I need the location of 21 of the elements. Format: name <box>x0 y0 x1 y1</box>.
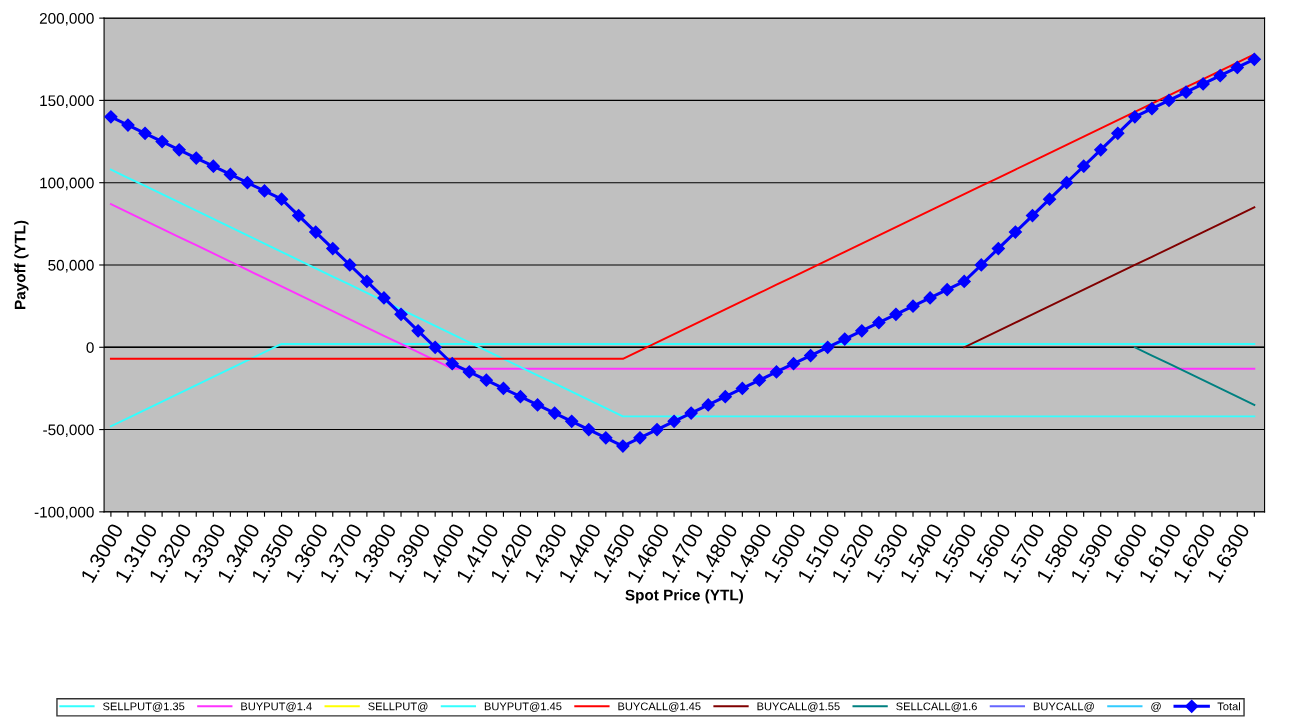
legend-label: SELLCALL@1.6 <box>896 702 977 712</box>
y-tick-label: -100,000 <box>34 506 94 520</box>
legend-label: Total <box>1217 702 1240 711</box>
legend-label: @ <box>1151 702 1161 712</box>
y-tick-label: -50,000 <box>43 424 94 438</box>
y-tick-label: 0 <box>86 342 94 353</box>
legend-label: BUYPUT@1.4 <box>241 702 312 712</box>
y-tick-label: 150,000 <box>40 95 94 108</box>
legend-label: BUYCALL@1.55 <box>757 702 840 712</box>
legend-label: SELLPUT@1.35 <box>103 702 185 712</box>
legend-label: SELLPUT@ <box>368 702 428 712</box>
line-series <box>1133 346 1256 406</box>
y-tick-label: 50,000 <box>48 259 94 273</box>
y-tick-label: 200,000 <box>39 12 94 26</box>
y-tick-label: 100,000 <box>40 177 94 191</box>
legend-label: BUYCALL@1.45 <box>618 702 701 712</box>
x-axis-title: Spot Price (YTL) <box>625 589 743 604</box>
y-axis-title: Payoff (YTL) <box>14 220 29 309</box>
legend-label: BUYCALL@ <box>1033 702 1094 712</box>
line-series <box>963 206 1256 349</box>
legend-label: BUYPUT@1.45 <box>484 702 562 712</box>
